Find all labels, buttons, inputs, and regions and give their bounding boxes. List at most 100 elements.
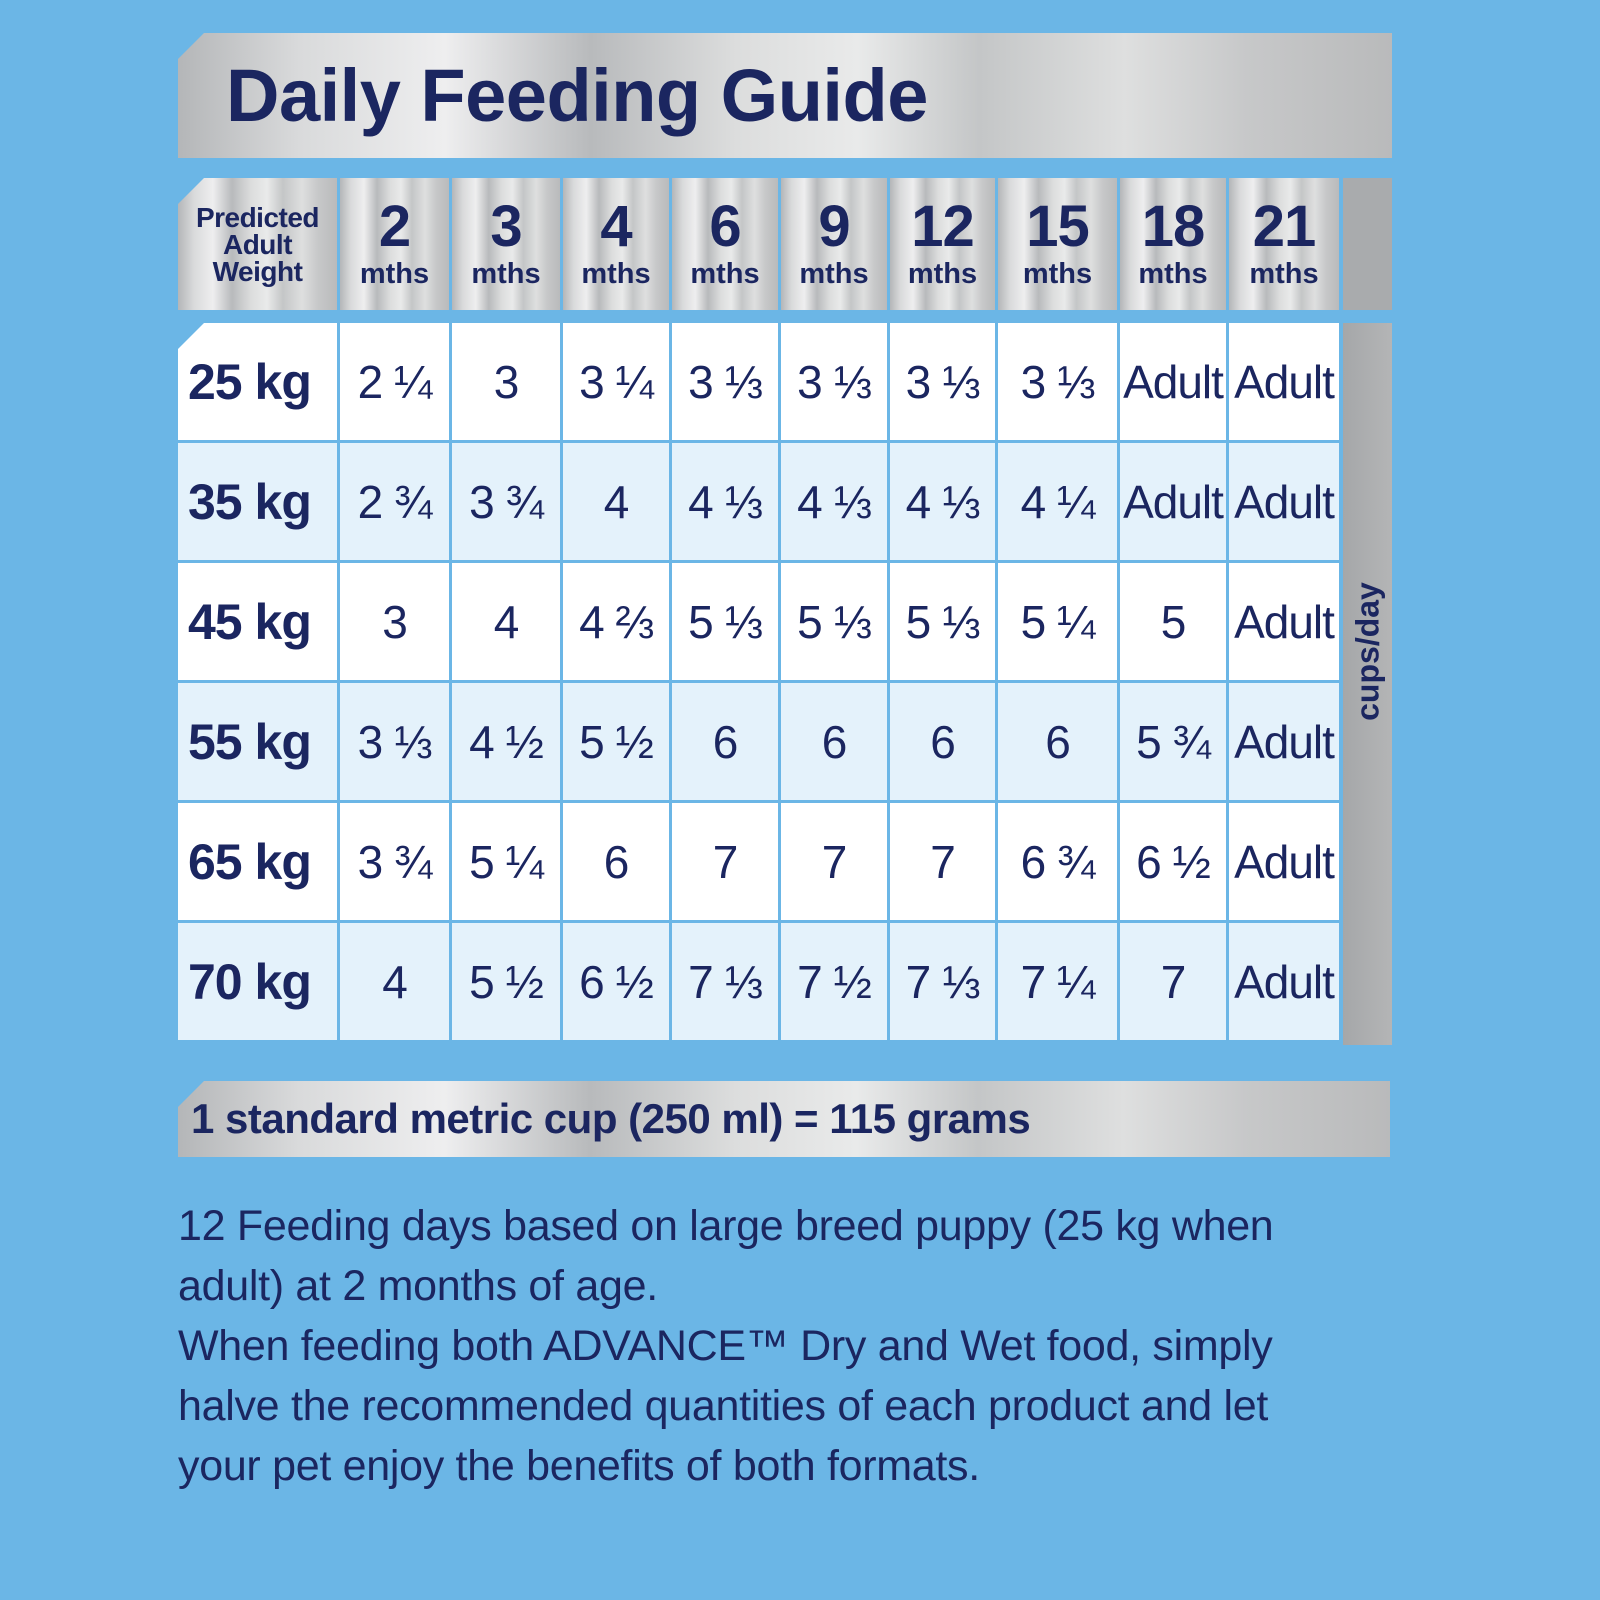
portion-cell: Adult [1229, 923, 1339, 1040]
portion-cell: 4 ⅔ [563, 563, 669, 680]
wet-dry-feeding-note: When feeding both ADVANCE™ Dry and Wet f… [178, 1322, 1273, 1490]
portion-cell: 6 [672, 683, 778, 800]
weight-header-line: Adult [222, 228, 293, 260]
age-unit: mths [581, 258, 651, 290]
unit-label: cups/day [1349, 582, 1385, 721]
age-unit: mths [359, 258, 430, 290]
age-unit: mths [1022, 258, 1093, 290]
portion-cell: 2 ¼ [340, 323, 449, 440]
age-number: 12 [911, 194, 975, 259]
portion-cell: 7 ⅓ [890, 923, 995, 1040]
weight-cell: 25 kg [178, 323, 337, 440]
age-unit: mths [1249, 258, 1319, 290]
portion-cell: 6 ½ [1120, 803, 1226, 920]
portion-cell: 5 ⅓ [672, 563, 778, 680]
portion-cell: 3 ⅓ [998, 323, 1117, 440]
portion-cell: 3 ¼ [563, 323, 669, 440]
age-header-cell: 21 mths [1229, 178, 1339, 310]
portion-cell: 6 [781, 683, 887, 800]
portion-cell: 3 [452, 323, 560, 440]
age-number: 21 [1252, 194, 1317, 259]
portion-cell: 6 [998, 683, 1117, 800]
cup-conversion-text: 1 standard metric cup (250 ml) = 115 gra… [191, 1095, 1031, 1142]
portion-cell: 5 ⅓ [890, 563, 995, 680]
age-number: 18 [1141, 194, 1206, 259]
portion-cell: 4 ¼ [998, 443, 1117, 560]
portion-cell: 6 [890, 683, 995, 800]
portion-cell: Adult [1229, 443, 1339, 560]
age-unit: mths [690, 258, 760, 290]
weight-header-cell: Predicted Adult Weight [178, 178, 337, 310]
weight-header-line: Predicted [195, 201, 320, 233]
weight-cell: 65 kg [178, 803, 337, 920]
portion-cell: 7 ¼ [998, 923, 1117, 1040]
portion-cell: 3 ⅓ [890, 323, 995, 440]
portion-cell: 3 ¾ [340, 803, 449, 920]
weight-header-line: Weight [212, 255, 303, 287]
portion-cell: 6 ¾ [998, 803, 1117, 920]
portion-cell: Adult [1229, 683, 1339, 800]
portion-cell: 4 ⅓ [890, 443, 995, 560]
portion-cell: 3 ⅓ [672, 323, 778, 440]
age-number: 4 [600, 194, 632, 259]
age-number: 9 [818, 194, 850, 259]
age-number: 3 [490, 194, 522, 259]
portion-cell: 4 [452, 563, 560, 680]
portion-cell: 5 ¼ [998, 563, 1117, 680]
age-header-cell: 12 mths [890, 178, 995, 310]
weight-cell: 55 kg [178, 683, 337, 800]
portion-cell: 5 ⅓ [781, 563, 887, 680]
header-side-strip [1343, 178, 1392, 310]
age-header-cell: 18 mths [1120, 178, 1226, 310]
portion-cell: 3 ⅓ [781, 323, 887, 440]
cup-conversion-bar: 1 standard metric cup (250 ml) = 115 gra… [178, 1081, 1390, 1157]
portion-cell: 2 ¾ [340, 443, 449, 560]
portion-cell: 4 [563, 443, 669, 560]
weight-cell: 70 kg [178, 923, 337, 1040]
portion-cell: Adult [1229, 563, 1339, 680]
feeding-days-note: 12 Feeding days based on large breed pup… [178, 1202, 1274, 1310]
age-unit: mths [1138, 258, 1208, 290]
portion-cell: 6 ½ [563, 923, 669, 1040]
portion-cell: 4 ½ [452, 683, 560, 800]
weight-cell: 45 kg [178, 563, 337, 680]
age-header-cell: 9 mths [781, 178, 887, 310]
portion-cell: Adult [1120, 443, 1226, 560]
portion-cell: 4 [340, 923, 449, 1040]
portion-cell: 7 [781, 803, 887, 920]
age-header-cell: 6 mths [672, 178, 778, 310]
portion-cell: 3 ⅓ [340, 683, 449, 800]
portion-cell: 3 ¾ [452, 443, 560, 560]
portion-cell: 5 [1120, 563, 1226, 680]
portion-cell: 7 [672, 803, 778, 920]
age-header-cell: 2 mths [340, 178, 449, 310]
portion-cell: 4 ⅓ [672, 443, 778, 560]
portion-cell: 5 ½ [563, 683, 669, 800]
age-number: 15 [1026, 194, 1090, 259]
portion-cell: 4 ⅓ [781, 443, 887, 560]
portion-cell: 5 ½ [452, 923, 560, 1040]
title-banner: Daily Feeding Guide [178, 33, 1392, 158]
age-number: 2 [378, 194, 411, 259]
weight-cell: 35 kg [178, 443, 337, 560]
portion-cell: 5 ¼ [452, 803, 560, 920]
portion-cell: 7 ⅓ [672, 923, 778, 1040]
page-title: Daily Feeding Guide [226, 54, 928, 137]
portion-cell: 6 [563, 803, 669, 920]
portion-cell: 7 [1120, 923, 1226, 1040]
portion-cell: Adult [1229, 803, 1339, 920]
age-number: 6 [709, 194, 741, 259]
portion-cell: Adult [1120, 323, 1226, 440]
age-header-cell: 15 mths [998, 178, 1117, 310]
portion-cell: 5 ¾ [1120, 683, 1226, 800]
age-header-cell: 4 mths [563, 178, 669, 310]
portion-cell: 7 ½ [781, 923, 887, 1040]
portion-cell: 7 [890, 803, 995, 920]
portion-cell: Adult [1229, 323, 1339, 440]
unit-strip: cups/day [1343, 323, 1392, 1045]
portion-cell: 3 [340, 563, 449, 680]
age-unit: mths [799, 258, 869, 290]
age-header-cell: 3 mths [452, 178, 560, 310]
age-unit: mths [471, 258, 541, 290]
age-unit: mths [907, 258, 978, 290]
